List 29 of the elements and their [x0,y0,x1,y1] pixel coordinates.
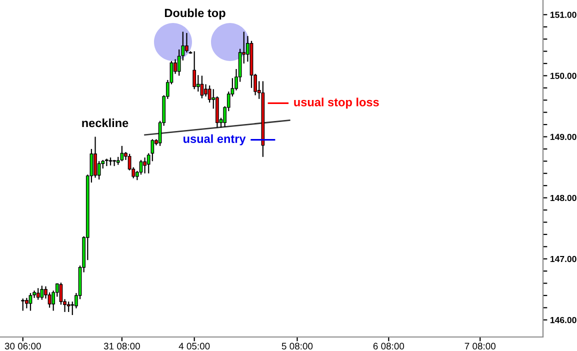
ref-line-label: usual stop loss [294,98,379,109]
candlestick [94,136,97,178]
candlestick [105,158,108,167]
x-tick-label: 5 08:00 [282,342,313,350]
candlestick [21,298,25,312]
candlestick [139,159,143,176]
y-tick-label: 149.00 [550,134,576,140]
x-tick-label: 30 06:00 [4,342,41,350]
candlestick [204,84,208,98]
text: Double top [164,8,226,20]
annotation: neckline [82,118,128,128]
y-tick-label: 147.00 [550,256,576,262]
y-tick-label: 148.00 [550,194,576,202]
candlestick [192,50,196,90]
candlestick [36,288,40,300]
candlestick [40,285,44,300]
y-tick-label: 151.00 [550,12,576,18]
ref-line-label: usual entry [184,134,246,146]
x-tick-label: 4 05:00 [178,342,210,350]
candlestick [120,145,124,162]
x-tick-label: 6 08:00 [373,342,404,350]
candlestick [28,292,32,312]
candlestick [185,32,188,54]
x-tick-label: 7 08:00 [464,342,496,350]
y-tick-label: 150.00 [550,72,576,79]
candlestick [143,156,146,174]
x-tick-label: 31 08:00 [104,342,140,350]
candlestick [24,297,28,309]
y-tick-label: 146.00 [550,316,576,324]
